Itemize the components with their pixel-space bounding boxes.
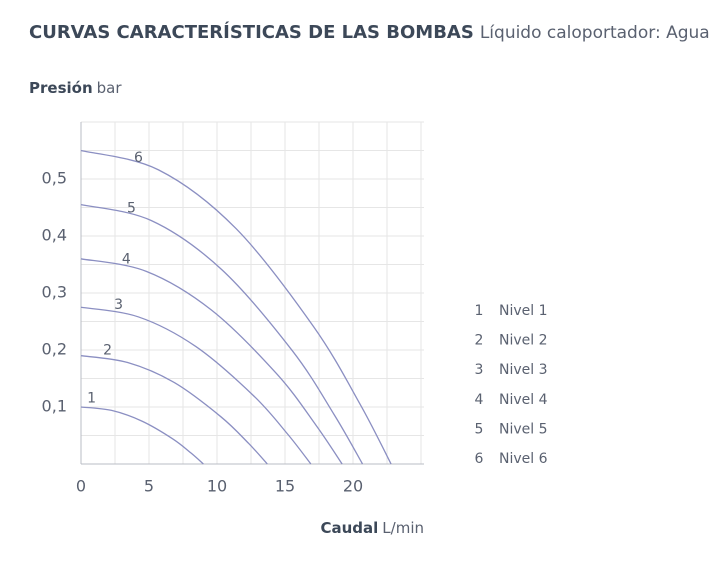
y-tick-label: 0,4	[42, 226, 67, 245]
x-axis-title: Caudal L/min	[320, 519, 424, 537]
legend-label: Nivel 1	[499, 303, 548, 319]
y-tick-label: 0,5	[42, 169, 67, 188]
y-tick-label: 0,1	[42, 397, 67, 416]
curve-label: 1	[87, 390, 96, 406]
curve	[80, 204, 364, 465]
legend-label: Nivel 5	[499, 421, 548, 437]
y-tick-label: 0,2	[42, 340, 67, 359]
y-unit: bar	[97, 79, 123, 97]
legend-key: 1	[475, 303, 484, 319]
curve-label: 4	[122, 251, 131, 267]
chart-subtitle: Líquido caloportador: Agua	[480, 23, 710, 43]
curve-label: 3	[114, 297, 123, 313]
x-tick-label: 20	[343, 477, 363, 496]
legend-key: 6	[475, 451, 484, 467]
y-axis-title: Presión bar	[29, 79, 122, 97]
x-tick-label: 5	[144, 477, 154, 496]
legend-key: 4	[475, 392, 484, 408]
curve	[80, 355, 268, 465]
curve	[80, 149, 392, 465]
legend-key: 5	[475, 421, 484, 437]
legend-label: Nivel 3	[499, 362, 548, 378]
title-row: CURVAS CARACTERÍSTICAS DE LAS BOMBAS Líqu…	[29, 21, 710, 43]
legend-label: Nivel 4	[499, 392, 548, 408]
legend-key: 3	[475, 362, 484, 378]
curve	[80, 258, 343, 465]
y-label: Presión	[29, 79, 93, 97]
x-unit: L/min	[382, 519, 424, 537]
chart-title: CURVAS CARACTERÍSTICAS DE LAS BOMBAS	[29, 21, 474, 43]
x-tick-label: 10	[207, 477, 227, 496]
x-tick-label: 15	[275, 477, 295, 496]
curve-label: 2	[103, 343, 112, 359]
legend-label: Nivel 2	[499, 333, 548, 349]
curve	[80, 306, 312, 465]
legend-key: 2	[475, 333, 484, 349]
curve-label: 5	[127, 201, 136, 217]
x-label: Caudal	[320, 519, 378, 537]
x-tick-label: 0	[76, 477, 86, 496]
legend-label: Nivel 6	[499, 451, 548, 467]
curve-label: 6	[134, 150, 143, 166]
y-tick-label: 0,3	[42, 283, 67, 302]
curve	[80, 406, 204, 465]
